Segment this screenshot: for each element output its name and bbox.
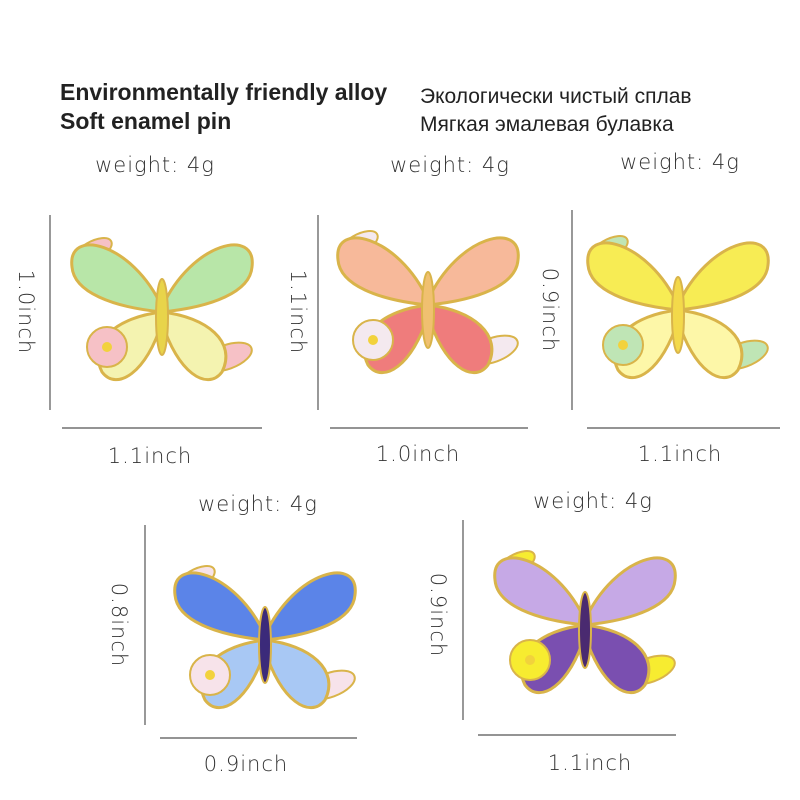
width-label: 1.1inch [108, 444, 192, 468]
wing [493, 556, 587, 627]
butterfly-pin [336, 230, 520, 375]
body [578, 591, 592, 669]
flower-center [525, 655, 535, 665]
body [258, 606, 272, 684]
butterfly-pin [173, 565, 357, 710]
body [671, 276, 685, 354]
height-label: 1.0inch [14, 270, 38, 354]
weight-label: weight: 4g [620, 150, 740, 174]
flower-center [205, 670, 215, 680]
wing [336, 236, 430, 307]
wing [426, 303, 494, 375]
wing [70, 243, 164, 314]
weight-label: weight: 4g [95, 153, 215, 177]
body [421, 271, 435, 349]
wing [586, 241, 680, 312]
height-label: 0.8inch [107, 583, 131, 667]
butterfly-pin [493, 550, 677, 695]
height-label: 0.9inch [538, 268, 562, 352]
height-label: 0.9inch [426, 573, 450, 657]
width-label: 1.1inch [638, 442, 722, 466]
header-text: Environmentally friendly alloy [60, 79, 387, 105]
weight-label: weight: 4g [533, 489, 653, 513]
wing [173, 571, 267, 642]
flower-center [368, 335, 378, 345]
flower-center [618, 340, 628, 350]
wing [426, 236, 520, 307]
header-text: Soft enamel pin [60, 108, 231, 134]
wing [676, 241, 770, 312]
header-text: Экологически чистый сплав [420, 85, 692, 108]
width-label: 0.9inch [204, 752, 288, 776]
wing [263, 638, 331, 710]
wing [263, 571, 357, 642]
butterfly-pin [70, 237, 254, 382]
weight-label: weight: 4g [390, 153, 510, 177]
butterfly-pin [586, 235, 770, 380]
wing [160, 310, 228, 382]
wing [583, 556, 677, 627]
weight-label: weight: 4g [198, 492, 318, 516]
height-label: 1.1inch [286, 270, 310, 354]
width-label: 1.0inch [376, 442, 460, 466]
wing [160, 243, 254, 314]
wing [583, 623, 651, 695]
wing [676, 308, 744, 380]
width-label: 1.1inch [548, 751, 632, 775]
body [155, 278, 169, 356]
header-text: Мягкая эмалевая булавка [420, 113, 674, 136]
flower-center [102, 342, 112, 352]
